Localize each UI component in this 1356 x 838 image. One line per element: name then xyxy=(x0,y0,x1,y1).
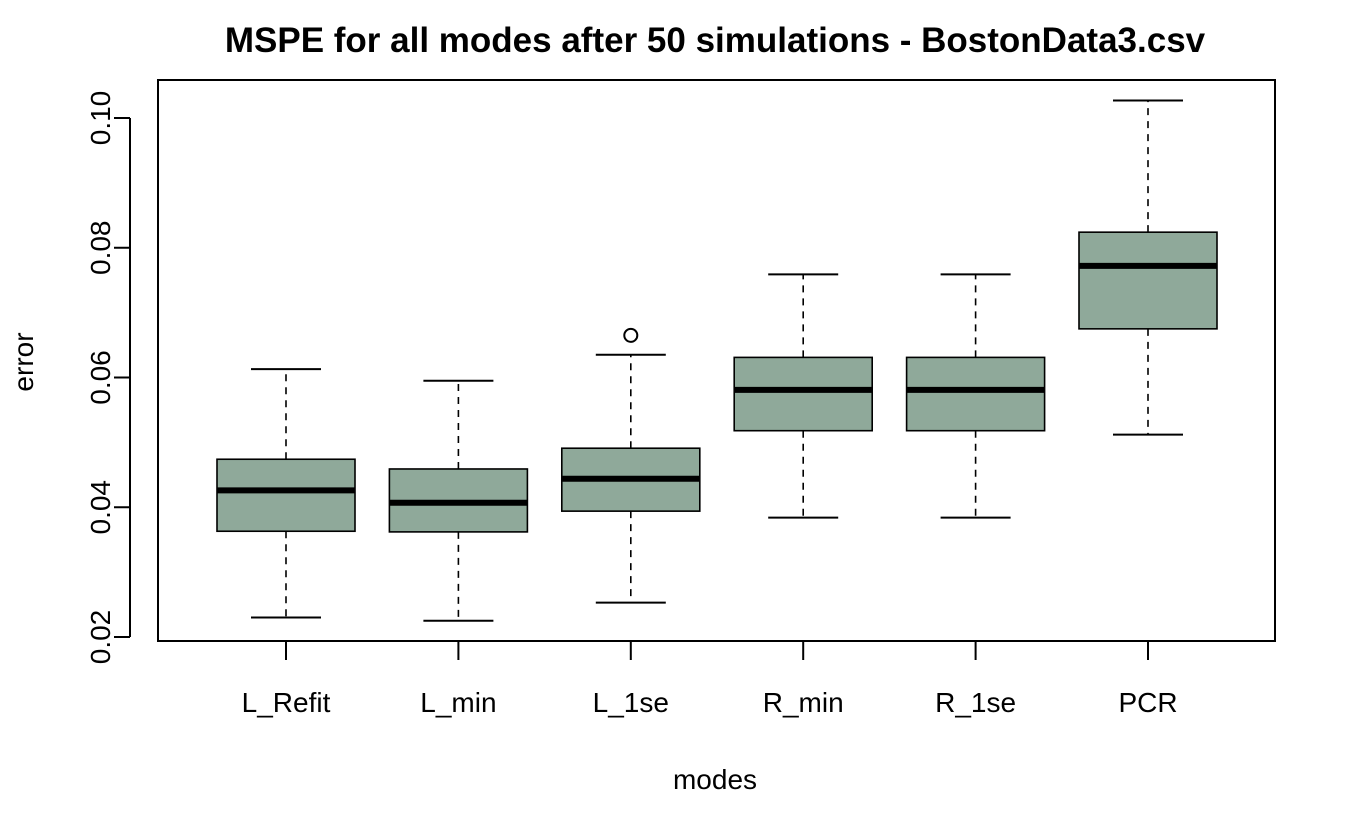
iqr-box xyxy=(905,356,1046,432)
y-axis: 0.02 0.04 0.06 0.08 0.10 xyxy=(85,91,131,665)
x-tick-label: R_1se xyxy=(935,687,1016,718)
plot-frame xyxy=(157,79,1276,642)
box-L_1se xyxy=(560,327,701,604)
x-tick-label: R_min xyxy=(763,687,844,718)
box-PCR xyxy=(1078,99,1218,436)
chart-title: MSPE for all modes after 50 simulations … xyxy=(225,21,1206,60)
y-tick-label: 0.08 xyxy=(85,221,116,276)
y-tick-label: 0.04 xyxy=(85,480,116,535)
box-L_Refit xyxy=(216,368,356,619)
iqr-box xyxy=(733,356,874,432)
box-R_min xyxy=(733,273,874,519)
x-tick-label: L_Refit xyxy=(242,687,331,718)
box-L_min xyxy=(388,379,529,622)
y-tick-label: 0.02 xyxy=(85,610,116,665)
box-R_1se xyxy=(905,273,1046,519)
iqr-box xyxy=(216,458,356,533)
x-tick-label: L_min xyxy=(420,687,496,718)
x-axis-label: modes xyxy=(673,764,757,795)
x-tick-label: PCR xyxy=(1118,687,1177,718)
iqr-box xyxy=(1078,231,1218,330)
boxes xyxy=(216,99,1218,622)
outlier-point xyxy=(623,327,639,343)
y-tick-label: 0.10 xyxy=(85,91,116,146)
x-axis: L_Refit L_min L_1se R_min R_1se PCR xyxy=(242,641,1178,718)
x-tick-label: L_1se xyxy=(593,687,669,718)
y-tick-label: 0.06 xyxy=(85,350,116,405)
y-axis-label: error xyxy=(8,332,39,391)
